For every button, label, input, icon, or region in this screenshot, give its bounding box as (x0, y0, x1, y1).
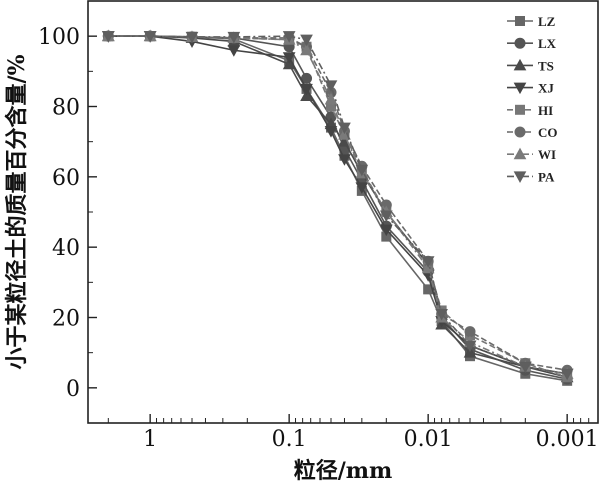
series-line-pa (108, 35, 568, 375)
series-lz (103, 31, 573, 386)
series-line-co (108, 35, 568, 372)
y-tick-label: 60 (52, 166, 80, 191)
legend-marker (515, 104, 525, 115)
legend-label: PA (538, 169, 555, 184)
data-point (338, 154, 351, 166)
data-point (227, 31, 241, 44)
x-axis-title: 粒径/mm (294, 458, 393, 484)
legend-label: HI (538, 103, 553, 118)
data-point (464, 326, 476, 338)
series-ts (101, 29, 574, 383)
y-tick-label: 40 (52, 236, 80, 261)
legend-item-wi: WI (507, 147, 556, 162)
data-point (560, 368, 574, 381)
data-point (338, 122, 351, 135)
x-tick-label: 0.01 (404, 427, 453, 452)
data-point (379, 224, 393, 237)
series-pa (101, 31, 574, 381)
legend-item-pa: PA (507, 169, 555, 184)
series-line-ts (108, 35, 568, 379)
data-point (435, 308, 448, 321)
data-point (227, 45, 241, 57)
legend-label: XJ (538, 81, 554, 96)
x-tick-label: 1 (143, 427, 157, 452)
legend-item-xj: XJ (507, 81, 554, 96)
data-point (143, 31, 157, 43)
legend-item-lz: LZ (507, 14, 556, 29)
series-line-hi (108, 35, 568, 379)
data-point (324, 80, 338, 92)
legend-marker (515, 16, 525, 26)
y-tick-label: 80 (52, 96, 80, 121)
legend-item-lx: LX (507, 36, 557, 51)
data-point (379, 210, 393, 223)
legend-marker (513, 147, 527, 160)
data-point (421, 256, 435, 268)
series-xj (101, 31, 574, 381)
series-lx (102, 30, 573, 385)
legend-label: TS (538, 58, 554, 73)
data-point (518, 361, 532, 374)
data-point (185, 31, 199, 44)
series-group (101, 29, 574, 386)
legend: LZ LX TS XJ HI CO WI PA (507, 14, 558, 184)
legend-label: CO (538, 125, 558, 140)
legend-marker (513, 58, 527, 71)
data-point (355, 164, 369, 177)
series-line-wi (108, 35, 568, 375)
axis-ticks: 1 0.1 0.01 0.001 0 20 40 60 80 100 (38, 25, 599, 452)
data-point (300, 34, 313, 47)
y-tick-label: 100 (38, 25, 80, 50)
legend-item-co: CO (507, 125, 558, 140)
data-point (282, 31, 296, 43)
legend-item-hi: HI (507, 103, 553, 118)
series-line-lx (108, 35, 568, 380)
data-point (463, 340, 477, 353)
y-axis-title: 小于某粒径土的质量百分含量/% (4, 54, 30, 369)
legend-label: WI (538, 147, 556, 162)
series-hi (103, 31, 573, 383)
x-tick-label: 0.1 (272, 427, 307, 452)
data-point (101, 31, 115, 43)
legend-marker (513, 82, 527, 95)
legend-label: LX (538, 36, 557, 51)
data-point (300, 43, 313, 56)
series-co (102, 30, 573, 376)
series-line-xj (108, 35, 568, 375)
legend-item-ts: TS (507, 58, 554, 73)
series-wi (101, 29, 574, 379)
series-line-lz (108, 35, 568, 382)
x-tick-label: 0.001 (536, 427, 599, 452)
data-point (324, 126, 338, 138)
legend-marker (513, 171, 527, 183)
data-point (324, 92, 338, 105)
data-point (300, 83, 313, 96)
data-point (355, 182, 369, 194)
y-tick-label: 0 (66, 377, 80, 402)
legend-label: LZ (538, 14, 556, 29)
legend-marker (514, 37, 526, 49)
legend-marker (514, 126, 526, 138)
data-point (282, 52, 296, 64)
y-tick-label: 20 (52, 307, 80, 332)
